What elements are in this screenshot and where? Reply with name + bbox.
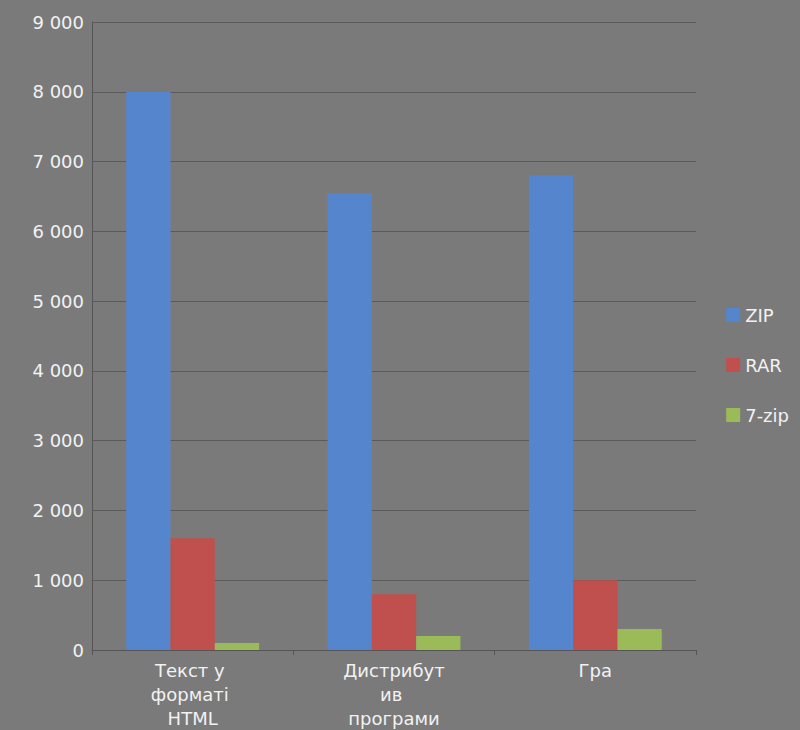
svg-text:ZIP: ZIP — [745, 305, 774, 326]
svg-text:7-zip: 7-zip — [745, 405, 789, 426]
svg-text:ив: ив — [380, 684, 408, 705]
svg-text:Дистрибут: Дистрибут — [343, 660, 445, 681]
svg-text:5 000: 5 000 — [32, 291, 84, 312]
svg-text:HTML: HTML — [168, 708, 218, 729]
svg-text:9 000: 9 000 — [32, 12, 84, 33]
svg-text:Текст у: Текст у — [154, 660, 230, 681]
svg-text:6 000: 6 000 — [32, 221, 84, 242]
svg-text:1 000: 1 000 — [32, 570, 84, 591]
svg-text:7 000: 7 000 — [32, 151, 84, 172]
svg-text:0: 0 — [73, 640, 84, 661]
svg-text:форматі: форматі — [151, 684, 235, 705]
svg-text:програми: програми — [348, 708, 439, 729]
svg-text:8 000: 8 000 — [32, 81, 84, 102]
svg-text:2 000: 2 000 — [32, 500, 84, 521]
svg-text:RAR: RAR — [745, 355, 782, 376]
svg-text:3 000: 3 000 — [32, 430, 84, 451]
svg-text:Гра: Гра — [579, 660, 612, 681]
svg-text:4 000: 4 000 — [32, 360, 84, 381]
